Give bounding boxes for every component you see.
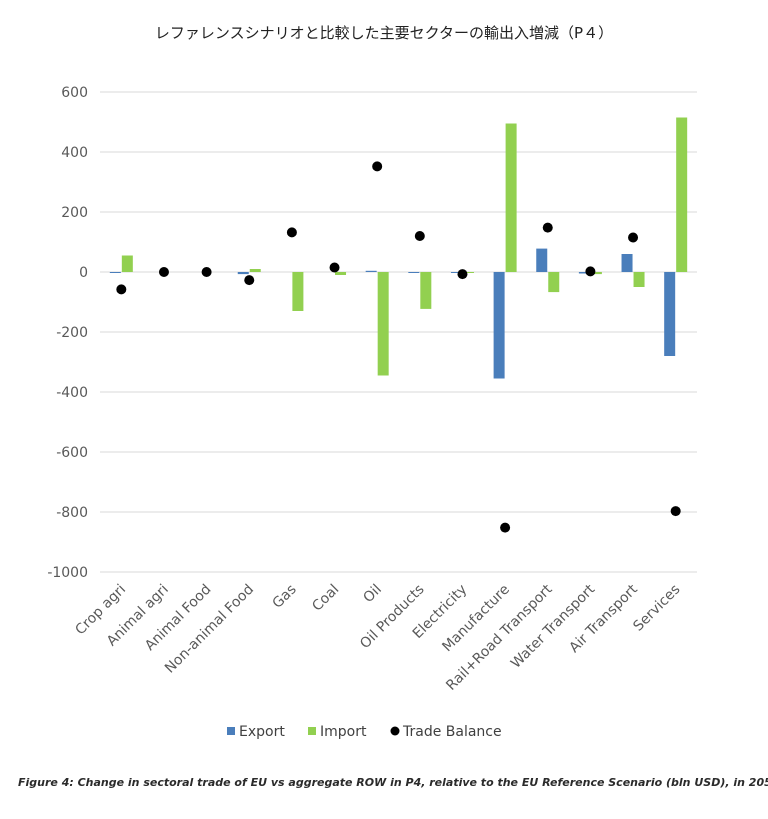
import-bar (590, 272, 602, 275)
legend-swatch (227, 727, 235, 735)
trade-balance-marker (457, 269, 468, 280)
trade-balance-marker (585, 266, 596, 277)
import-bar (462, 272, 474, 273)
y-tick-label: -200 (56, 325, 88, 341)
export-bar (450, 272, 462, 273)
legend-label: Trade Balance (402, 724, 502, 740)
y-tick-label: -600 (56, 445, 88, 461)
trade-balance-marker (542, 222, 553, 233)
import-bar (676, 117, 688, 272)
import-bar (249, 269, 261, 272)
import-bar (420, 272, 432, 309)
x-category-label: Gas (270, 582, 300, 612)
y-axis-ticks: 600 400 200 0 -200 -400 -600 -800 -1000 (47, 85, 88, 581)
y-tick-label: -1000 (47, 565, 88, 581)
import-bar (548, 272, 560, 293)
trade-balance-marker (329, 262, 340, 273)
y-tick-label: 600 (61, 85, 88, 101)
export-bar (109, 272, 121, 273)
trade-balance-marker (244, 275, 255, 286)
chart-title: レファレンスシナリオと比較した主要セクターの輸出入増減（P４） (155, 24, 613, 42)
trade-balance-marker (628, 232, 639, 243)
trade-balance-marker (158, 267, 169, 277)
export-bar (621, 254, 633, 272)
export-bar (493, 272, 505, 379)
x-category-label: Oil (360, 582, 385, 607)
x-category-label: Services (630, 582, 683, 635)
export-bar (578, 272, 590, 274)
y-tick-label: -800 (56, 505, 88, 521)
legend-swatch (308, 727, 316, 735)
trade-balance-marker (116, 284, 127, 295)
import-bar (121, 255, 133, 272)
export-bar (664, 272, 676, 356)
trade-balance-marker (500, 522, 511, 533)
export-bar (365, 270, 377, 272)
legend-label: Export (239, 724, 285, 740)
x-category-label: Coal (309, 582, 342, 615)
y-tick-label: 400 (61, 145, 88, 161)
legend-label: Import (320, 724, 367, 740)
import-bar (633, 272, 645, 287)
figure-caption: Figure 4: Change in sectoral trade of EU… (18, 776, 768, 789)
import-bar (335, 272, 347, 275)
trade-balance-marker (670, 506, 681, 517)
legend: Export Import Trade Balance (227, 724, 502, 740)
y-tick-label: -400 (56, 385, 88, 401)
export-bar (237, 272, 249, 275)
trade-balance-marker (286, 227, 297, 238)
import-bar (377, 272, 389, 376)
import-bar (292, 272, 304, 311)
trade-balance-marker (201, 267, 212, 277)
y-tick-label: 0 (79, 265, 88, 281)
legend-swatch (390, 726, 400, 736)
trade-balance-markers (116, 161, 681, 533)
export-bar (536, 248, 548, 272)
import-bar (505, 123, 517, 272)
trade-balance-marker (414, 231, 425, 241)
gridlines (100, 91, 697, 573)
trade-balance-marker (372, 161, 383, 172)
y-tick-label: 200 (61, 205, 88, 221)
export-bar (408, 272, 420, 273)
bars (109, 117, 688, 379)
